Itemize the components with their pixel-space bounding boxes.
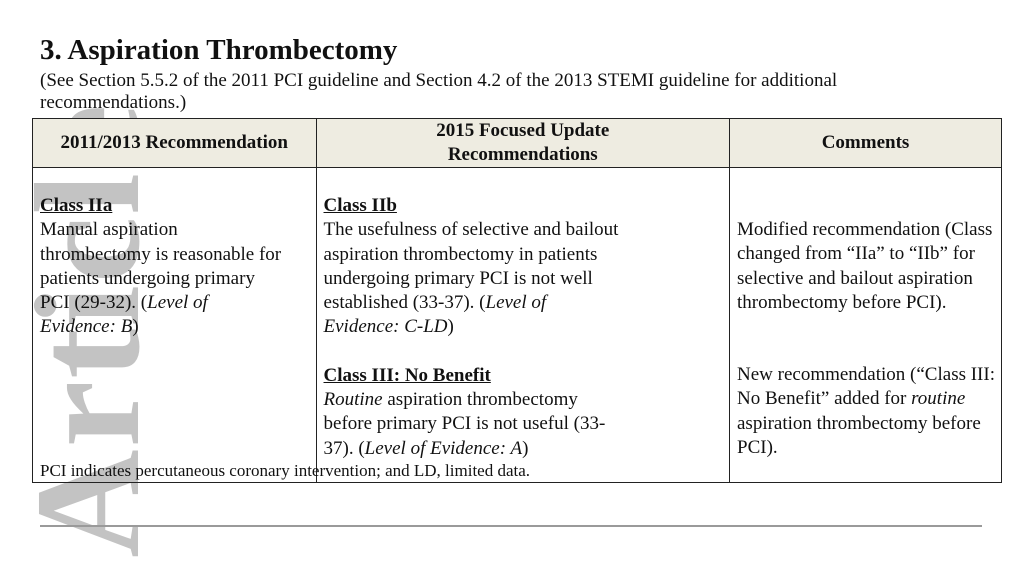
text: No Benefit” added for bbox=[737, 388, 912, 410]
text: before primary PCI is not useful (33- bbox=[323, 413, 606, 435]
text-line: Evidence: C-LD) bbox=[324, 315, 723, 339]
italic-text: Level of Evidence: A bbox=[364, 437, 523, 459]
text: aspiration thrombectomy bbox=[382, 389, 578, 411]
header-2015-update: 2015 Focused Update Recommendations bbox=[315, 118, 731, 168]
text: patients undergoing primary bbox=[40, 267, 255, 289]
text-line: changed from “IIa” to “IIb” for bbox=[737, 242, 995, 266]
divider bbox=[40, 525, 982, 527]
italic-text: Evidence: C-LD bbox=[323, 316, 448, 338]
text-line: thrombectomy before PCI). bbox=[737, 291, 995, 315]
text: ) bbox=[132, 316, 139, 338]
recommendation-block: New recommendation (“Class III: No Benefi… bbox=[737, 363, 995, 460]
class-label: Class IIa bbox=[40, 195, 113, 216]
table-footnote: PCI indicates percutaneous coronary inte… bbox=[40, 461, 531, 480]
text: ) bbox=[522, 437, 529, 459]
text-line: aspiration thrombectomy in patients bbox=[324, 243, 723, 267]
text-line: The usefulness of selective and bailout bbox=[324, 218, 723, 242]
text-line: PCI (29-32). (Level of bbox=[40, 291, 310, 315]
text-line: Modified recommendation (Class bbox=[737, 218, 995, 242]
text: selective and bailout aspiration bbox=[737, 267, 973, 289]
italic-text: routine bbox=[911, 388, 966, 410]
section-subtitle: (See Section 5.5.2 of the 2011 PCI guide… bbox=[40, 70, 838, 113]
text-line: Manual aspiration bbox=[40, 218, 310, 242]
recommendations-table: 2011/2013 Recommendation 2015 Focused Up… bbox=[32, 118, 1002, 483]
text-line: established (33-37). (Level of bbox=[324, 291, 723, 315]
text-line: Routine aspiration thrombectomy bbox=[324, 388, 723, 412]
text: established (33-37). ( bbox=[323, 292, 486, 314]
text: changed from “IIa” to “IIb” for bbox=[737, 243, 975, 265]
recommendation-block: Class III: No Benefit Routine aspiration … bbox=[324, 364, 723, 461]
italic-text: Routine bbox=[323, 389, 383, 411]
section-title: 3. Aspiration Thrombectomy bbox=[40, 34, 398, 66]
italic-text: Evidence: B bbox=[40, 316, 133, 338]
italic-text: Level of bbox=[147, 292, 208, 314]
text: Manual aspiration bbox=[40, 219, 178, 241]
class-label: Class III: No Benefit bbox=[323, 364, 491, 386]
text: aspiration thrombectomy before bbox=[737, 412, 981, 434]
table-header-row: 2011/2013 Recommendation 2015 Focused Up… bbox=[32, 118, 1002, 168]
recommendation-block: Modified recommendation (Class changed fr… bbox=[737, 218, 995, 315]
header-2011-2013: 2011/2013 Recommendation bbox=[32, 118, 317, 168]
text-line: Evidence: B) bbox=[40, 315, 310, 339]
text: The usefulness of selective and bailout bbox=[323, 219, 619, 241]
text-line: aspiration thrombectomy before bbox=[737, 412, 995, 436]
table-row: Class IIa Manual aspiration thrombectomy i… bbox=[32, 167, 1002, 483]
italic-text: Level of bbox=[485, 292, 547, 314]
text-line: undergoing primary PCI is not well bbox=[324, 267, 723, 291]
text-line: selective and bailout aspiration bbox=[737, 267, 995, 291]
text-line: patients undergoing primary bbox=[40, 267, 310, 291]
text-line: thrombectomy is reasonable for bbox=[40, 243, 310, 267]
block-gap bbox=[324, 340, 723, 364]
text-line: before primary PCI is not useful (33- bbox=[324, 412, 723, 436]
text: Modified recommendation (Class bbox=[737, 219, 993, 240]
text: thrombectomy before PCI). bbox=[737, 291, 947, 313]
text: New recommendation (“Class III: bbox=[737, 364, 995, 386]
recommendation-block: Class IIa Manual aspiration thrombectomy i… bbox=[40, 194, 310, 340]
cell-comments: Modified recommendation (Class changed fr… bbox=[729, 167, 1002, 483]
block-gap bbox=[737, 315, 995, 363]
header-comments: Comments bbox=[729, 118, 1002, 168]
cell-2015-update: Class IIb The usefulness of selective and… bbox=[315, 167, 731, 483]
class-label: Class IIb bbox=[323, 195, 397, 216]
text-line: PCI). bbox=[737, 436, 995, 460]
text: aspiration thrombectomy in patients bbox=[323, 243, 598, 265]
text-line: 37). (Level of Evidence: A) bbox=[324, 437, 723, 461]
text: 37). ( bbox=[323, 437, 365, 459]
text: undergoing primary PCI is not well bbox=[323, 267, 593, 289]
text: ) bbox=[447, 316, 454, 338]
text-line: No Benefit” added for routine bbox=[737, 387, 995, 411]
cell-2011-2013: Class IIa Manual aspiration thrombectomy i… bbox=[32, 167, 317, 483]
text: PCI (29-32). ( bbox=[40, 292, 148, 314]
text: PCI). bbox=[737, 437, 778, 459]
recommendation-block: Class IIb The usefulness of selective and… bbox=[324, 194, 723, 340]
text: thrombectomy is reasonable for bbox=[40, 243, 282, 265]
text-line: New recommendation (“Class III: bbox=[737, 363, 995, 387]
